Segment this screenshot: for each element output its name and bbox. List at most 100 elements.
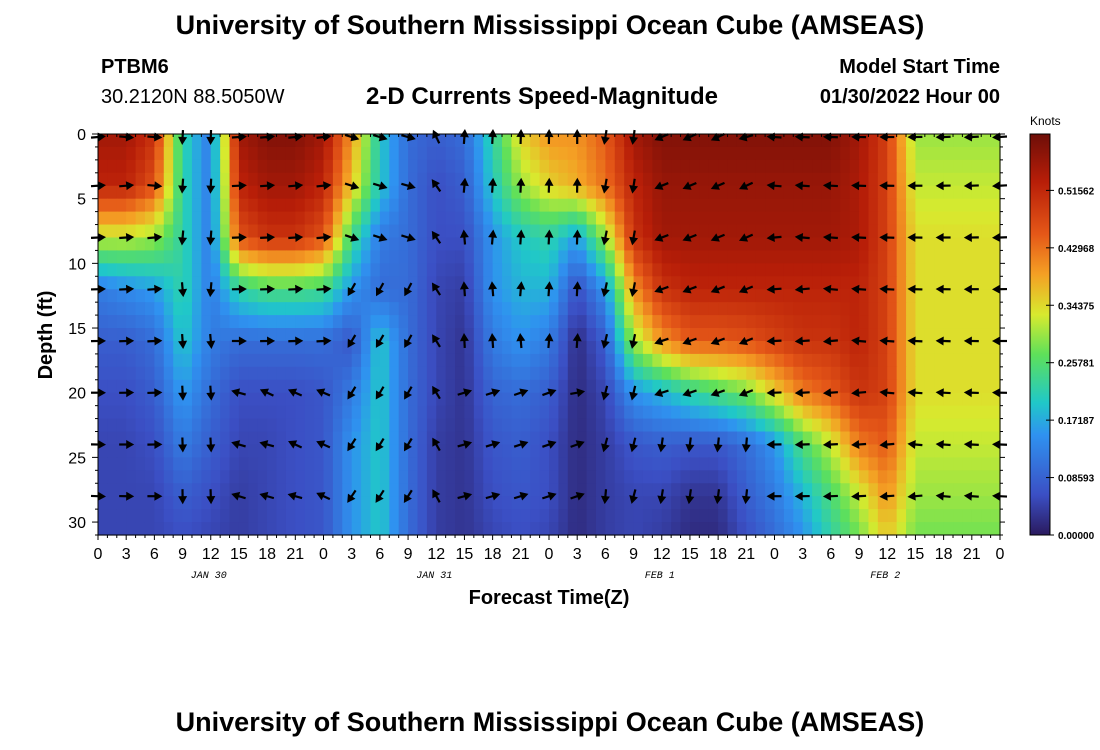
- heatmap-cell: [182, 276, 193, 290]
- heatmap-cell: [877, 185, 888, 200]
- heatmap-cell: [116, 134, 127, 148]
- heatmap-cell: [812, 276, 823, 290]
- current-arrow: [488, 333, 498, 349]
- heatmap-cell: [802, 185, 813, 200]
- heatmap-cell: [577, 263, 588, 277]
- heatmap-cell: [436, 263, 447, 277]
- heatmap-cell: [436, 237, 447, 252]
- heatmap-cell: [408, 379, 419, 394]
- heatmap-cell: [417, 366, 428, 381]
- heatmap-cell: [426, 315, 437, 329]
- current-arrow: [488, 229, 498, 245]
- heatmap-cell: [793, 224, 804, 239]
- heatmap-cell: [342, 483, 353, 497]
- heatmap-cell: [98, 211, 108, 226]
- heatmap-cell: [220, 379, 231, 394]
- heatmap-cell: [276, 289, 287, 303]
- heatmap-cell: [549, 237, 559, 252]
- heatmap-cell: [182, 509, 193, 523]
- heatmap-cell: [436, 328, 447, 342]
- heatmap-cell: [126, 470, 137, 484]
- heatmap-cell: [445, 457, 456, 471]
- heatmap-cell: [840, 431, 851, 446]
- heatmap-cell: [173, 457, 184, 471]
- heatmap-cell: [924, 496, 935, 510]
- heatmap-cell: [830, 522, 841, 536]
- heatmap-cell: [436, 185, 447, 200]
- heatmap-cell: [116, 224, 127, 239]
- heatmap-cell: [746, 431, 757, 446]
- heatmap-cell: [877, 315, 888, 329]
- heatmap-cell: [727, 159, 738, 174]
- heatmap-cell: [718, 431, 729, 446]
- heatmap-cell: [314, 237, 325, 252]
- heatmap-cell: [746, 263, 757, 277]
- heatmap-cell: [323, 328, 334, 342]
- current-arrow: [851, 336, 867, 346]
- heatmap-cell: [455, 444, 466, 458]
- heatmap-cell: [614, 431, 625, 446]
- heatmap-cell: [135, 237, 146, 252]
- heatmap-cell: [699, 457, 710, 471]
- heatmap-cell: [718, 483, 729, 497]
- heatmap-cell: [793, 392, 804, 407]
- heatmap-cell: [276, 418, 287, 433]
- heatmap-cell: [304, 172, 315, 187]
- heatmap-cell: [774, 353, 785, 368]
- heatmap-cell: [295, 211, 306, 226]
- heatmap-cell: [699, 522, 710, 536]
- heatmap-cell: [671, 134, 682, 148]
- heatmap-cell: [520, 509, 531, 523]
- heatmap-cell: [736, 418, 747, 433]
- current-arrow: [516, 281, 526, 297]
- heatmap-cell: [840, 211, 851, 226]
- heatmap-cell: [614, 185, 625, 200]
- heatmap-cell: [191, 470, 202, 484]
- heatmap-cell: [210, 405, 221, 420]
- current-arrow: [629, 282, 639, 298]
- heatmap-cell: [492, 509, 503, 523]
- heatmap-cell: [295, 379, 306, 394]
- heatmap-cell: [530, 353, 541, 368]
- current-arrow: [513, 491, 529, 501]
- heatmap-cell: [962, 496, 973, 510]
- current-arrow: [516, 229, 526, 245]
- heatmap-cell: [126, 263, 137, 277]
- heatmap-cell: [182, 172, 193, 187]
- heatmap-cell: [238, 366, 249, 381]
- heatmap-cell: [332, 379, 343, 394]
- heatmap-cell: [971, 302, 982, 316]
- heatmap-cell: [323, 198, 334, 213]
- current-arrow: [459, 229, 469, 245]
- heatmap-cell: [276, 328, 287, 342]
- heatmap-cell: [210, 431, 221, 446]
- heatmap-cell: [116, 496, 127, 510]
- heatmap-cell: [549, 366, 559, 381]
- heatmap-cell: [793, 289, 804, 303]
- heatmap-cell: [473, 172, 484, 187]
- heatmap-cell: [379, 418, 390, 433]
- heatmap-cell: [727, 146, 738, 161]
- heatmap-cell: [896, 328, 907, 342]
- heatmap-cell: [361, 431, 372, 446]
- heatmap-cell: [220, 224, 231, 239]
- heatmap-cell: [971, 379, 982, 394]
- heatmap-cell: [549, 276, 559, 290]
- heatmap-cell: [624, 483, 635, 497]
- current-arrow: [935, 233, 951, 242]
- heatmap-cell: [877, 250, 888, 264]
- heatmap-cell: [689, 146, 700, 161]
- heatmap-cell: [389, 328, 400, 342]
- heatmap-cell: [483, 224, 494, 239]
- heatmap-cell: [314, 250, 325, 264]
- heatmap-cell: [248, 405, 259, 420]
- heatmap-cell: [126, 457, 137, 471]
- heatmap-cell: [210, 134, 221, 148]
- heatmap-cell: [718, 276, 729, 290]
- current-arrow: [457, 388, 473, 398]
- heatmap-cell: [868, 211, 879, 226]
- heatmap-cell: [689, 366, 700, 381]
- heatmap-cell: [285, 159, 296, 174]
- heatmap-cell: [680, 340, 691, 355]
- heatmap-cell: [924, 483, 935, 497]
